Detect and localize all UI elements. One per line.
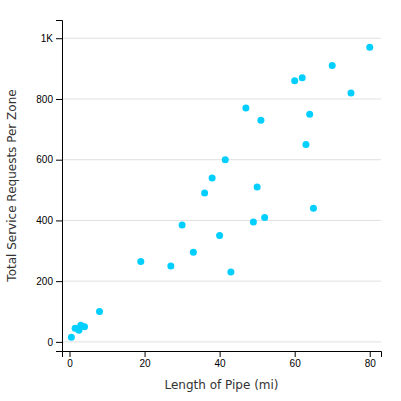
x-tick-mark [370,351,371,357]
y-tick-label: 1K [41,33,54,44]
point [310,205,317,212]
y-tick-label: 200 [36,276,53,287]
x-tick-mark [70,351,71,357]
y-axis-title: Total Service Requests Per Zone [5,89,19,282]
point [254,184,261,191]
point [68,334,75,341]
point [222,156,229,163]
grid-line [62,159,381,160]
point [216,232,223,239]
y-tick-label: 800 [36,94,53,105]
point [167,262,174,269]
point [299,74,306,81]
point [302,141,309,148]
y-tick: 400 [36,215,62,226]
x-tick-mark [295,351,296,357]
x-tick-mark [145,351,146,357]
chart: 02040608002004006008001KLength of Pipe (… [0,0,401,401]
x-axis: 0 20 40 60 80 [63,351,382,369]
point [257,117,264,124]
point [227,269,234,276]
x-tick: 40 [215,351,227,369]
x-tick-label: 0 [67,358,73,369]
point [291,77,298,84]
point [96,308,103,315]
x-tick-mark [220,351,221,357]
x-tick: 0 [67,351,73,369]
x-tick: 80 [365,351,377,369]
grid-line [62,341,381,342]
points [68,44,373,341]
point [137,258,144,265]
y-tick: 600 [36,154,62,165]
x-tick: 60 [290,351,302,369]
x-axis-line [63,352,382,358]
point [201,190,208,197]
y-tick-mark [56,281,62,282]
point [366,44,373,51]
point [306,111,313,118]
point [209,174,216,181]
x-tick-label: 60 [290,358,302,369]
y-tick-mark [56,160,62,161]
x-tick: 20 [140,351,152,369]
y-tick-label: 600 [36,154,53,165]
y-tick: 0 [47,337,62,348]
y-axis-line [56,21,63,352]
y-tick-mark [56,342,62,343]
grid [62,38,381,342]
y-tick: 200 [36,276,62,287]
grid-line [62,98,381,99]
point [261,214,268,221]
y-tick-mark [56,38,62,39]
plot: 02040608002004006008001K [36,21,381,370]
point [81,323,88,330]
grid-line [62,38,381,39]
point [190,249,197,256]
x-axis-title: Length of Pipe (mi) [164,378,278,392]
x-tick-label: 40 [215,358,227,369]
point [250,218,257,225]
y-tick-mark [56,99,62,100]
y-tick: 800 [36,94,62,105]
point [347,89,354,96]
grid-line [62,220,381,221]
point [242,105,249,112]
y-axis: 0 200 400 600 800 1K [36,21,62,352]
y-tick: 1K [41,33,62,44]
x-tick-label: 20 [140,358,152,369]
y-tick-mark [56,220,62,221]
y-tick-label: 0 [47,337,53,348]
grid-line [62,281,381,282]
y-tick-label: 400 [36,215,53,226]
point [179,221,186,228]
point [329,62,336,69]
x-tick-label: 80 [365,358,377,369]
